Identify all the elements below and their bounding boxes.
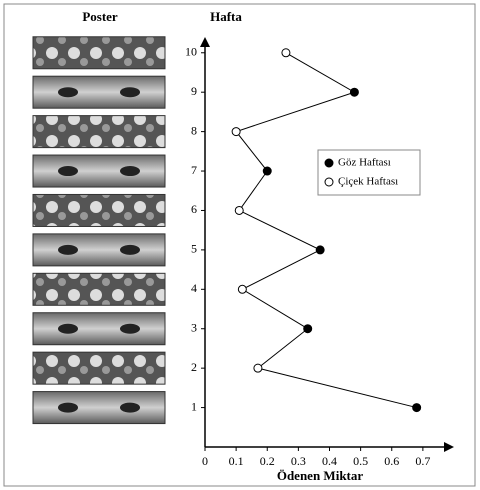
y-tick-label: 7	[191, 163, 197, 177]
y-tick-label: 9	[191, 84, 197, 98]
poster-eye	[58, 244, 78, 255]
x-axis-label: Ödenen Miktar	[277, 468, 364, 483]
legend-marker	[324, 177, 334, 187]
panel-label: Poster	[82, 9, 118, 24]
poster-eye	[58, 402, 78, 413]
frame	[3, 3, 476, 487]
x-tick-label: 0.2	[260, 454, 275, 468]
poster-image	[32, 312, 166, 346]
legend-label: Çiçek Haftası	[338, 176, 398, 188]
x-tick-label: 0.4	[322, 454, 337, 468]
poster-image	[32, 154, 166, 188]
marker	[303, 324, 313, 334]
poster-eye	[120, 87, 140, 98]
poster-image	[32, 351, 166, 385]
poster-image	[32, 115, 166, 149]
marker	[231, 127, 241, 137]
y-tick-label: 2	[191, 360, 197, 374]
y-tick-label: 3	[191, 320, 197, 334]
marker	[315, 245, 325, 255]
poster-image	[32, 233, 166, 267]
x-tick-label: 0.3	[291, 454, 306, 468]
marker	[253, 363, 263, 373]
marker	[237, 284, 247, 294]
poster-image	[32, 193, 166, 227]
x-tick-label: 0.5	[353, 454, 368, 468]
poster-eye	[120, 166, 140, 177]
marker	[281, 48, 291, 58]
poster-eye	[120, 402, 140, 413]
poster-image	[32, 36, 166, 70]
y-axis-arrow	[200, 37, 210, 47]
legend-marker	[324, 158, 334, 168]
x-tick-label: 0.1	[229, 454, 244, 468]
y-tick-label: 4	[191, 281, 197, 295]
marker	[262, 166, 272, 176]
legend-box	[317, 149, 421, 196]
data-line	[235, 52, 417, 409]
legend-label: Göz Haftası	[338, 157, 391, 169]
x-tick-label: 0	[202, 454, 208, 468]
poster-eye	[58, 87, 78, 98]
poster-eye	[58, 323, 78, 334]
y-tick-label: 1	[191, 399, 197, 413]
marker	[412, 403, 422, 413]
poster-eye	[58, 166, 78, 177]
x-tick-label: 0.7	[415, 454, 430, 468]
poster-image	[32, 272, 166, 306]
x-tick-label: 0.6	[384, 454, 399, 468]
x-axis-arrow	[444, 442, 454, 452]
marker	[234, 205, 244, 215]
poster-image	[32, 75, 166, 109]
y-tick-label: 5	[191, 242, 197, 256]
y-tick-label: 8	[191, 123, 197, 137]
poster-eye	[120, 244, 140, 255]
y-axis-label: Hafta	[210, 9, 242, 24]
marker	[349, 87, 359, 97]
y-tick-label: 6	[191, 202, 197, 216]
y-tick-label: 10	[185, 45, 197, 59]
poster-image	[32, 391, 166, 425]
legend: Göz Haftası Çiçek Haftası	[317, 149, 421, 196]
poster-eye	[120, 323, 140, 334]
